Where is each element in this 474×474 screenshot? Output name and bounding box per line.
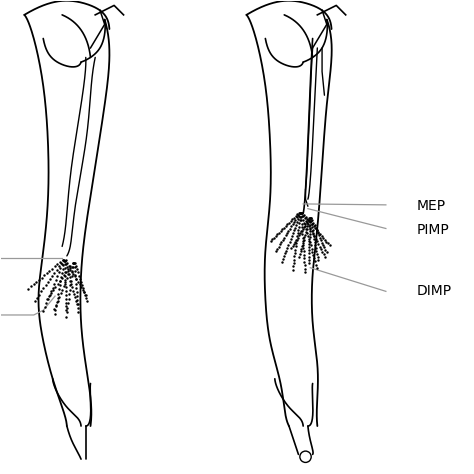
Text: PIMP: PIMP [417,223,449,237]
Text: MEP: MEP [417,199,446,213]
Text: DIMP: DIMP [417,284,452,298]
